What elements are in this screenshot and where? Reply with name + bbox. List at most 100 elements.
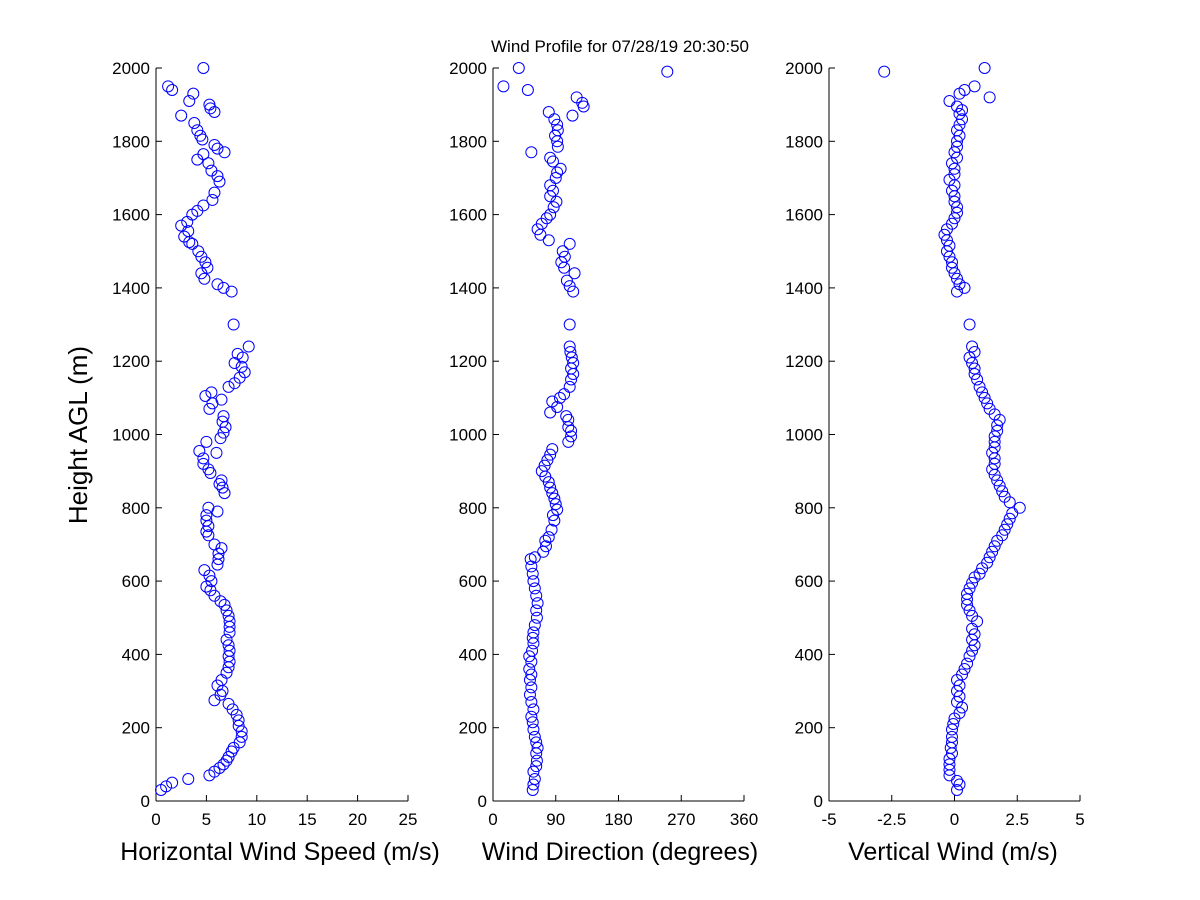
data-point: [986, 446, 999, 459]
data-point: [961, 587, 974, 600]
y-tick-label: 200: [795, 719, 823, 738]
data-point: [242, 340, 255, 353]
data-point: [526, 567, 539, 580]
data-point: [948, 195, 961, 208]
data-point: [551, 118, 564, 131]
data-point: [966, 609, 979, 622]
data-point: [567, 357, 580, 370]
data-point: [968, 346, 981, 359]
data-point: [988, 457, 1001, 470]
data-point: [530, 611, 543, 624]
data-point: [966, 357, 979, 370]
data-point: [563, 237, 576, 250]
data-point: [197, 62, 210, 74]
data-point: [878, 65, 891, 78]
x-tick-label: 0: [950, 810, 959, 829]
data-point: [539, 534, 552, 547]
data-point: [216, 415, 229, 428]
y-tick-label: 400: [122, 645, 150, 664]
data-point: [951, 140, 964, 153]
data-point: [938, 228, 951, 241]
data-point: [535, 465, 548, 478]
data-point: [525, 146, 538, 159]
data-point: [560, 274, 573, 287]
data-point: [197, 452, 210, 465]
y-tick-label: 1200: [785, 352, 823, 371]
data-point: [953, 707, 966, 720]
data-point: [544, 481, 557, 494]
data-point: [530, 754, 543, 767]
data-point: [945, 723, 958, 736]
data-point: [943, 239, 956, 252]
y-tick-label: 200: [122, 719, 150, 738]
data-point: [551, 140, 564, 153]
data-point: [205, 164, 218, 177]
data-point: [218, 598, 231, 611]
data-point: [175, 219, 188, 232]
x-axis-label: Horizontal Wind Speed (m/s): [120, 838, 440, 866]
y-tick-label: 2000: [785, 59, 823, 78]
data-point: [523, 650, 536, 663]
data-point: [228, 357, 241, 370]
data-point: [546, 487, 559, 500]
y-tick-label: 1400: [785, 279, 823, 298]
data-point: [232, 714, 245, 727]
data-point: [539, 540, 552, 553]
x-tick-label: 10: [247, 810, 266, 829]
x-tick-label: 20: [348, 810, 367, 829]
data-point: [998, 523, 1011, 536]
y-tick-label: 1000: [785, 426, 823, 445]
vertical-wind-panel: Vertical Wind (m/s) -5 -2.5 0 2.5 5 0 200 400 60…: [785, 59, 1085, 866]
y-tick-label: 1400: [112, 279, 150, 298]
data-point: [563, 380, 576, 393]
data-point: [187, 87, 200, 100]
data-point: [953, 778, 966, 791]
data-point: [527, 778, 540, 791]
data-point: [554, 162, 567, 175]
data-point: [220, 666, 233, 679]
data-point: [191, 124, 204, 137]
x-tick-label: 5: [1075, 810, 1084, 829]
y-tick-label: 1600: [112, 206, 150, 225]
data-point: [983, 91, 996, 104]
data-point: [216, 481, 229, 494]
data-point: [953, 278, 966, 291]
data-point: [217, 410, 230, 423]
data-point: [188, 116, 201, 129]
data-point: [968, 368, 981, 381]
data-point: [966, 576, 979, 589]
data-point: [1001, 518, 1014, 531]
data-point: [201, 261, 214, 274]
data-point: [963, 604, 976, 617]
y-tick-label: 1800: [785, 132, 823, 151]
data-point: [227, 318, 240, 331]
x-tick-label: 2.5: [1005, 810, 1029, 829]
data-point: [528, 773, 541, 786]
x-tick-label: 180: [604, 810, 632, 829]
data-point: [981, 556, 994, 569]
data-point: [945, 184, 958, 197]
data-point: [160, 780, 173, 793]
data-point: [202, 157, 215, 170]
data-point: [194, 129, 207, 142]
data-point: [546, 184, 559, 197]
y-tick-label: 1800: [449, 132, 487, 151]
data-point: [1003, 512, 1016, 525]
data-point: [963, 582, 976, 595]
data-point: [527, 575, 540, 588]
data-point: [553, 391, 566, 404]
data-point: [200, 509, 213, 522]
data-point: [525, 681, 538, 694]
data-point: [661, 65, 674, 78]
data-point: [947, 718, 960, 731]
data-point: [521, 83, 534, 96]
data-point: [544, 208, 557, 221]
figure-title: Wind Profile for 07/28/19 20:30:50: [491, 37, 749, 56]
data-point: [560, 410, 573, 423]
data-point: [542, 531, 555, 544]
y-tick-label: 600: [795, 572, 823, 591]
y-tick-label: 1800: [112, 132, 150, 151]
data-point: [971, 373, 984, 386]
data-point: [565, 430, 578, 443]
y-tick-label: 1200: [112, 352, 150, 371]
